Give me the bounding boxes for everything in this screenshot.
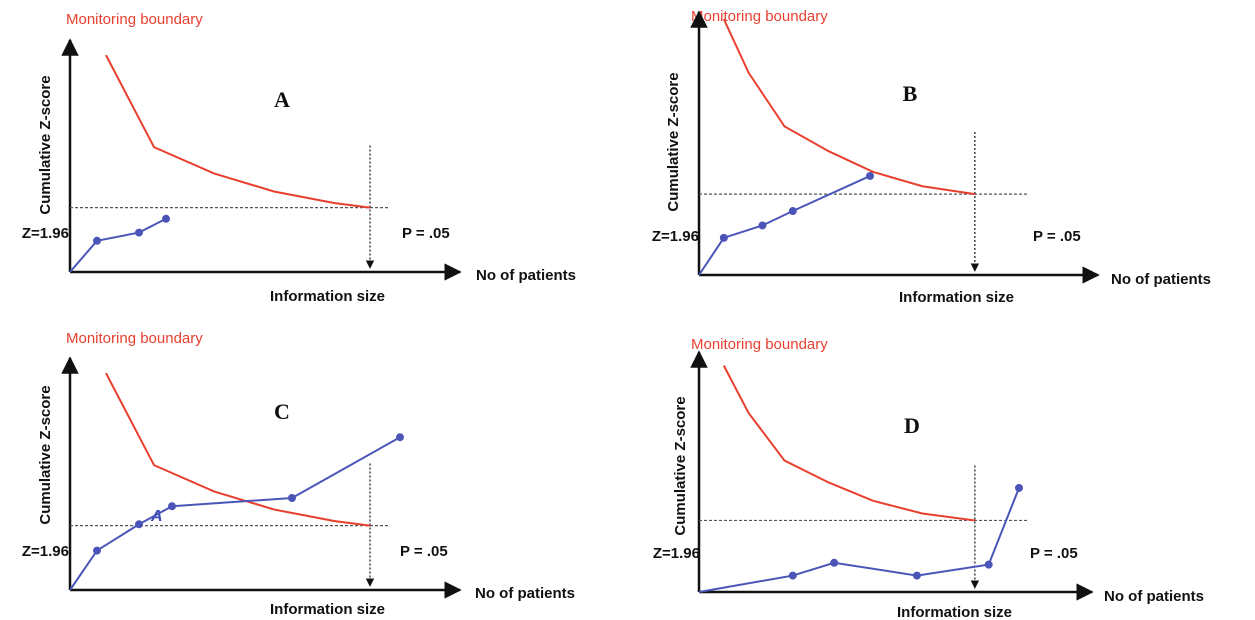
x-axis-label-d: No of patients — [1104, 588, 1204, 605]
p-label-a: P = .05 — [402, 225, 450, 242]
cumulative-z-point-c — [396, 433, 404, 442]
x-axis-label-b: No of patients — [1111, 271, 1211, 288]
panel-b: Monitoring boundary Cumulative Z-score B… — [652, 8, 1211, 306]
panel-letter-c: C — [274, 399, 290, 424]
cumulative-z-point-b — [866, 171, 875, 180]
plot-area-b — [690, 10, 1100, 284]
p-label-d: P = .05 — [1030, 545, 1078, 562]
information-size-label-b: Information size — [899, 289, 1014, 306]
x-axis-label-c: No of patients — [475, 585, 575, 602]
plot-area-a — [61, 38, 462, 281]
z-label-c: Z=1.96 — [22, 543, 69, 560]
cumulative-z-point-b — [788, 207, 797, 216]
boundary-title-c: Monitoring boundary — [66, 330, 203, 347]
panel-a: Monitoring boundary Cumulative Z-score A… — [22, 11, 576, 305]
cumulative-z-line-d — [698, 487, 1020, 593]
p-label-b: P = .05 — [1033, 228, 1081, 245]
x-axis-label-a: No of patients — [476, 267, 576, 284]
y-axis-label-a: Cumulative Z-score — [37, 75, 54, 214]
cumulative-z-point-d — [984, 560, 993, 569]
boundary-title-b: Monitoring boundary — [691, 8, 828, 25]
cumulative-z-point-d — [912, 571, 921, 580]
p-label-c: P = .05 — [400, 543, 448, 560]
plot-area-d — [690, 350, 1094, 601]
information-size-label-c: Information size — [270, 601, 385, 618]
monitoring-boundary-line-b — [722, 18, 976, 196]
plot-area-c — [61, 356, 462, 599]
z-label-b: Z=1.96 — [652, 228, 699, 245]
y-axis-label-c: Cumulative Z-score — [37, 385, 54, 524]
cumulative-z-point-a — [162, 214, 170, 223]
cumulative-z-point-b — [758, 221, 767, 230]
monitoring-boundary-line-d — [722, 365, 975, 522]
panel-d: Monitoring boundary Cumulative Z-score D… — [653, 336, 1204, 620]
monitoring-boundary-line-c — [105, 372, 371, 527]
panel-letter-d: D — [904, 413, 920, 438]
cumulative-z-point-d — [1015, 483, 1023, 492]
cumulative-z-point-c — [288, 494, 296, 502]
cumulative-z-line-c — [69, 436, 401, 591]
cumulative-z-point-c — [93, 546, 101, 555]
boundary-title-a: Monitoring boundary — [66, 11, 203, 28]
cumulative-z-point-c — [168, 502, 176, 511]
cumulative-z-point-d — [830, 558, 839, 567]
y-axis-label-b: Cumulative Z-score — [665, 72, 682, 211]
z-label-a: Z=1.96 — [22, 225, 69, 242]
monitoring-boundary-line-a — [105, 54, 371, 209]
cumulative-z-point-a — [93, 236, 101, 245]
cumulative-z-point-b — [719, 233, 728, 242]
panel-c: Monitoring boundary Cumulative Z-score C… — [22, 330, 575, 618]
panel-letter-a: A — [274, 87, 290, 112]
information-size-label-d: Information size — [897, 604, 1012, 620]
cumulative-z-point-c — [135, 520, 143, 529]
cumulative-z-point-d — [788, 571, 797, 580]
cumulative-z-line-b — [698, 175, 871, 276]
y-axis-label-d: Cumulative Z-score — [672, 396, 689, 535]
information-size-label-a: Information size — [270, 288, 385, 305]
cumulative-z-line-a — [69, 217, 167, 273]
cumulative-z-point-a — [135, 228, 143, 237]
panel-letter-b: B — [903, 81, 918, 106]
z-label-d: Z=1.96 — [653, 545, 700, 562]
boundary-title-d: Monitoring boundary — [691, 336, 828, 353]
